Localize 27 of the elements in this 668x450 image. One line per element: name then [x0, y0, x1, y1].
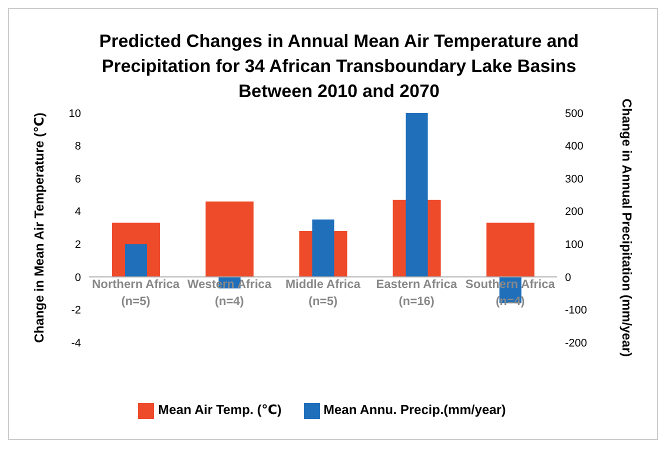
- y2-tick-label: 100: [565, 239, 584, 252]
- y-tick-label: -2: [71, 304, 81, 317]
- bar: [486, 222, 534, 277]
- y2-tick-label: -100: [565, 304, 588, 317]
- y2-tick-label: -200: [565, 337, 588, 350]
- y-tick-label: -4: [71, 337, 81, 350]
- bar: [206, 201, 254, 277]
- y2-tick-label: 500: [565, 108, 584, 120]
- legend-label: Mean Air Temp. (℃): [158, 402, 282, 418]
- bar: [125, 244, 147, 277]
- y-tick-label: 2: [74, 239, 81, 252]
- y-tick-label: 8: [74, 140, 81, 153]
- x-tick-label: Northern Africa (n=5): [92, 277, 180, 308]
- y2-tick-label: 400: [565, 140, 584, 153]
- y2-axis-title: Change in Annual Precipitation (mm/year): [619, 98, 634, 357]
- y2-tick-label: 200: [565, 206, 584, 218]
- y2-tick-label: 0: [565, 272, 572, 284]
- y-tick-label: 6: [74, 173, 81, 186]
- x-tick-label: Eastern Africa (n=16): [376, 277, 458, 308]
- y-tick-label: 0: [74, 272, 81, 284]
- y-axis-title: Change in Mean Air Temperature (℃): [32, 112, 47, 343]
- y-tick-label: 10: [68, 108, 81, 120]
- x-tick-label: Middle Africa (n=5): [286, 277, 361, 308]
- y2-tick-label: 300: [565, 173, 584, 186]
- chart-title: Predicted Changes in Annual Mean Air Temperature and Precipitation for 34 African Transboundary Lake Basins Between 2010 and 2070: [98, 30, 580, 103]
- y-tick-label: 4: [74, 206, 81, 218]
- legend-label: Mean Annu. Precip.(mm/year): [324, 402, 506, 418]
